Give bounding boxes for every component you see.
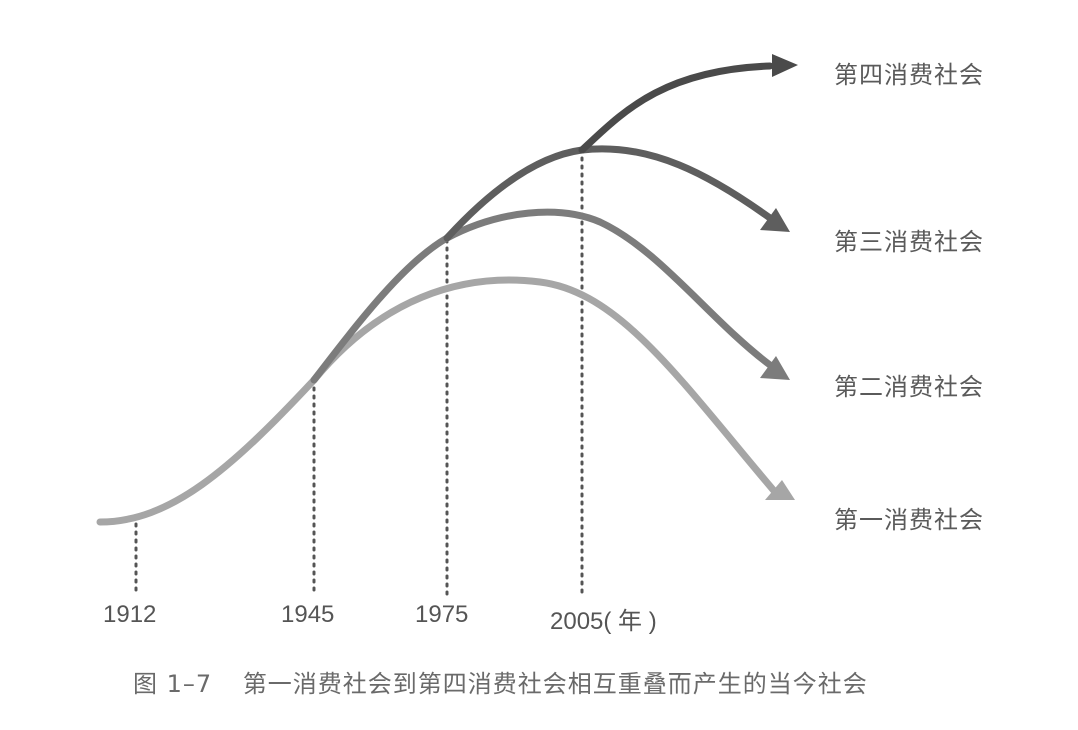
tick-2005-unit: 2005( 年 ) bbox=[550, 608, 657, 635]
label-fourth-society: 第四消费社会 bbox=[834, 61, 984, 89]
figure-caption-text: 第一消费社会到第四消费社会相互重叠而产生的当今社会 bbox=[242, 670, 868, 698]
figure-caption: 图 1–7 第一消费社会到第四消费社会相互重叠而产生的当今社会 bbox=[133, 664, 868, 699]
curve-first bbox=[96, 276, 779, 526]
label-first-society: 第一消费社会 bbox=[834, 506, 984, 534]
label-second-society: 第二消费社会 bbox=[834, 373, 984, 401]
label-third-society: 第三消费社会 bbox=[834, 228, 984, 256]
curve-second bbox=[310, 208, 774, 384]
arrow-first bbox=[765, 480, 795, 500]
arrow-fourth bbox=[772, 54, 798, 77]
tick-1945: 1945 bbox=[281, 601, 335, 628]
arrow-third bbox=[760, 208, 790, 232]
tick-1912: 1912 bbox=[103, 601, 157, 628]
figure-number: 图 1–7 bbox=[133, 670, 213, 698]
tick-1975: 1975 bbox=[415, 601, 469, 628]
arrow-second bbox=[760, 356, 790, 380]
curve-fourth bbox=[578, 62, 774, 154]
year-guides bbox=[134, 148, 584, 596]
